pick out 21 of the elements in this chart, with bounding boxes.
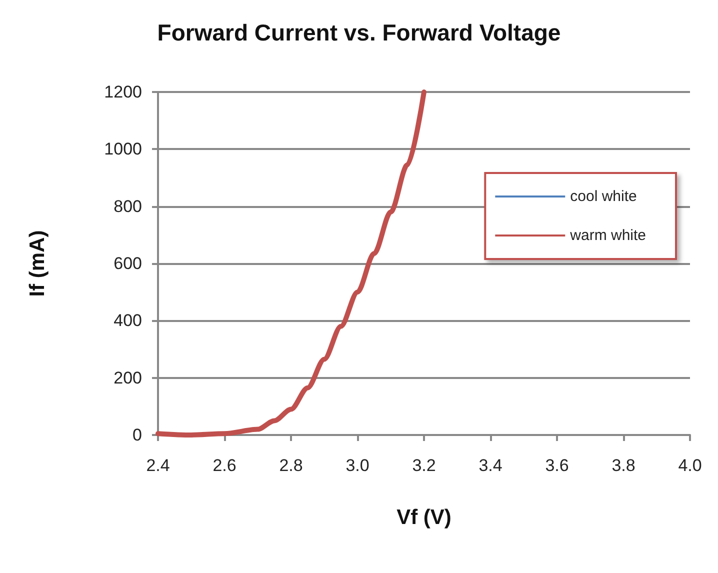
x-tick-label: 3.0 <box>346 456 370 475</box>
y-tick-label: 200 <box>114 368 142 388</box>
x-tick-label: 3.8 <box>612 456 636 475</box>
x-tick-label: 2.4 <box>146 456 170 475</box>
legend-label: cool white <box>570 188 637 205</box>
x-tick-label: 4.0 <box>678 456 702 475</box>
x-axis-title: Vf (V) <box>396 506 452 529</box>
y-tick-label: 800 <box>114 196 142 216</box>
x-tick-label: 3.4 <box>478 456 502 475</box>
legend-label: warm white <box>569 227 646 244</box>
x-tick-label: 2.6 <box>212 456 236 475</box>
y-tick-label: 600 <box>114 254 142 273</box>
y-tick-label: 1000 <box>104 140 142 159</box>
y-tick-label: 400 <box>114 311 142 330</box>
x-tick-label: 3.2 <box>412 456 436 475</box>
x-tick-label: 3.6 <box>545 456 569 475</box>
y-tick-label: 1200 <box>104 82 142 102</box>
chart-title: Forward Current vs. Forward Voltage <box>157 20 561 46</box>
x-tick-label: 2.8 <box>279 456 303 475</box>
y-tick-label: 0 <box>132 426 142 444</box>
y-axis-title: If (mA) <box>26 230 49 297</box>
